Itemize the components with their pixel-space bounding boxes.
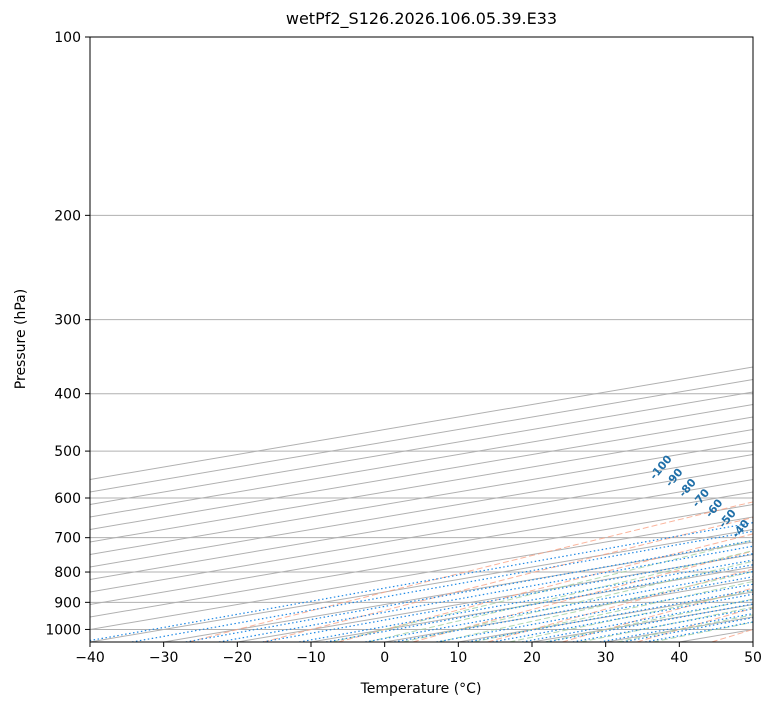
isotherm — [0, 37, 775, 642]
isotherm — [0, 37, 775, 642]
x-tick-label: 10 — [449, 650, 467, 666]
y-tick-label: 1000 — [45, 622, 81, 638]
isotherm — [532, 37, 775, 642]
y-tick-label: 800 — [54, 565, 81, 581]
y-tick-label: 400 — [54, 387, 81, 403]
moist-adiabat — [545, 37, 775, 642]
isotherm — [90, 37, 775, 642]
isotherm — [0, 37, 775, 642]
isotherm — [0, 37, 775, 642]
mixing-ratio-line — [365, 451, 775, 642]
y-tick-label: 200 — [54, 208, 81, 224]
chart-title: wetPf2_S126.2026.106.05.39.E33 — [0, 9, 775, 28]
moist-adiabat — [581, 37, 775, 642]
y-tick-label: 500 — [54, 444, 81, 460]
dry-adiabat — [189, 37, 775, 642]
x-tick-label: −30 — [149, 650, 179, 666]
isotherm — [385, 37, 775, 642]
x-axis-label: Temperature (°C) — [360, 681, 482, 697]
x-tick-label: 50 — [744, 650, 762, 666]
moist-adiabat — [653, 37, 775, 642]
x-tick-label: −10 — [296, 650, 326, 666]
mixing-ratio-line — [522, 451, 775, 642]
dry-adiabat — [488, 37, 775, 642]
x-tick-label: −40 — [75, 650, 105, 666]
x-tick-label: 0 — [380, 650, 389, 666]
y-tick-label: 100 — [54, 30, 81, 46]
plot-frame — [90, 37, 753, 642]
x-tick-label: 20 — [523, 650, 541, 666]
y-tick-label: 900 — [54, 595, 81, 611]
moist-adiabat — [439, 37, 775, 642]
y-tick-label: 600 — [54, 491, 81, 507]
moist-adiabat — [368, 37, 775, 642]
dry-adiabat — [712, 37, 775, 642]
x-tick-label: 40 — [670, 650, 688, 666]
isotherm — [753, 37, 775, 642]
isotherm — [0, 37, 775, 642]
dry-adiabat — [637, 37, 775, 642]
y-axis-label: Pressure (hPa) — [13, 289, 29, 389]
isotherm — [0, 37, 775, 642]
isotherm — [0, 37, 775, 642]
x-tick-label: −20 — [223, 650, 253, 666]
x-tick-label: 30 — [597, 650, 615, 666]
isotherm — [311, 37, 775, 642]
y-tick-label: 700 — [54, 531, 81, 547]
isotherm — [0, 37, 775, 642]
isotherm — [0, 37, 775, 642]
mixing-ratio-line — [492, 451, 775, 642]
isotherm — [0, 37, 775, 642]
moist-adiabat — [403, 37, 775, 642]
isotherm — [0, 37, 775, 642]
isotherm — [0, 37, 775, 642]
isotherm — [16, 37, 775, 642]
y-tick-label: 300 — [54, 313, 81, 329]
